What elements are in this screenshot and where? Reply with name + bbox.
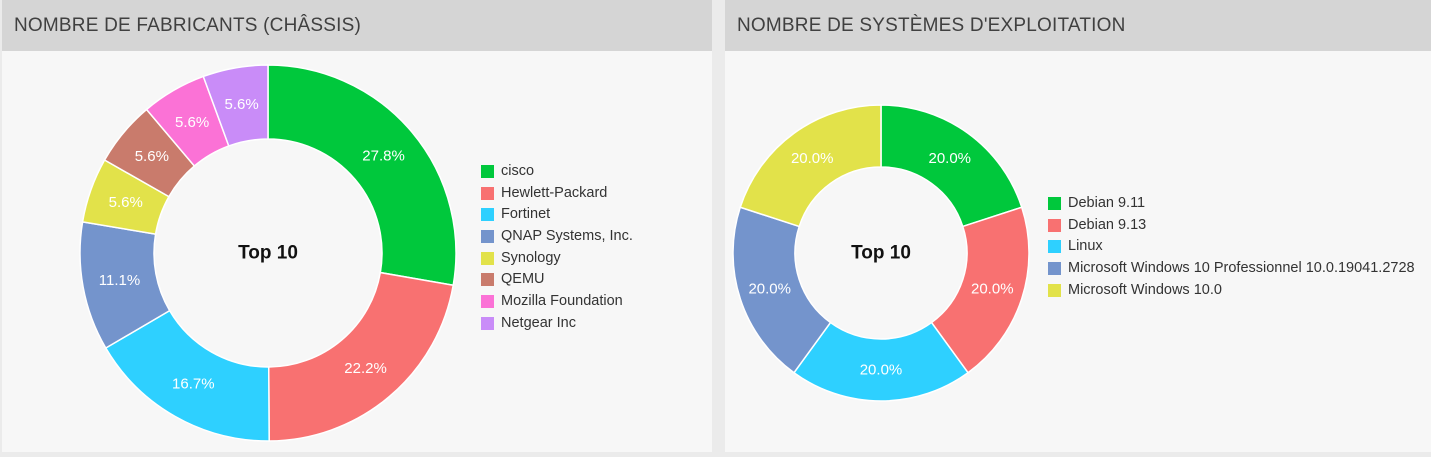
slice-linux[interactable] [792,321,970,402]
legend-item-fortinet[interactable]: Fortinet [481,204,633,226]
slice-microsoft-windows-10-professionnel-10-0-19041-2728[interactable] [732,206,832,374]
slice-value-label: 22.2% [344,360,387,377]
legend-label: Microsoft Windows 10 Professionnel 10.0.… [1068,260,1415,277]
slice-debian-9-13[interactable] [930,206,1030,374]
legend-label: Linux [1068,238,1103,255]
manufacturers-donut-chart: 27.8% 22.2% 16.7% 11.1% 5.6% 5.6% 5.6% 5.6% Top … [79,64,457,442]
legend-swatch [481,165,494,178]
slice-hewlett-packard[interactable] [267,271,455,442]
legend-swatch [481,230,494,244]
legend-label: Synology [501,249,561,266]
legend-item-mozilla-foundation[interactable]: Mozilla Foundation [481,291,633,313]
slice-value-label: 5.6% [225,96,259,113]
legend-label: Microsoft Windows 10.0 [1068,281,1222,298]
manufacturers-legend: cisco Hewlett-Packard Fortinet QNAP Systems… [481,161,633,335]
legend-label: Debian 9.13 [1068,216,1147,233]
legend-label: Mozilla Foundation [501,293,623,310]
legend-label: Fortinet [501,206,551,223]
legend-item-netgear-inc[interactable]: Netgear Inc [481,313,633,335]
slice-value-label: 20.0% [928,150,971,167]
legend-item-linux[interactable]: Linux [1048,236,1415,258]
slice-value-label: 20.0% [860,362,903,379]
legend-item-qnap-systems-inc[interactable]: QNAP Systems, Inc. [481,226,633,248]
slice-microsoft-windows-10-0[interactable] [739,104,882,228]
legend-swatch [481,295,494,309]
slice-value-label: 27.8% [362,147,405,164]
panel-title: NOMBRE DE FABRICANTS (CHÂSSIS) [14,15,361,36]
legend-item-hewlett-packard[interactable]: Hewlett-Packard [481,183,633,205]
slice-debian-9-11[interactable] [880,104,1023,228]
legend-swatch [1048,240,1061,254]
slice-value-label: 11.1% [99,272,140,289]
legend-item-debian-9-13[interactable]: Debian 9.13 [1048,215,1415,237]
legend-label: Hewlett-Packard [501,184,608,201]
slice-value-label: 5.6% [175,114,209,131]
legend-swatch [1048,283,1061,297]
slice-value-label: 20.0% [748,281,791,298]
slice-value-label: 20.0% [791,150,834,167]
legend-label: Debian 9.11 [1068,195,1146,211]
panel-title: NOMBRE DE SYSTÈMES D'EXPLOITATION [737,15,1126,36]
legend-swatch [481,251,494,265]
legend-item-cisco[interactable]: cisco [481,161,633,183]
legend-label: cisco [501,163,535,179]
slice-value-label: 16.7% [172,376,215,393]
slice-value-label: 20.0% [971,281,1014,298]
legend-label: QNAP Systems, Inc. [501,228,633,245]
legend-swatch [481,273,494,287]
center-label: Top 10 [851,243,911,264]
operating-systems-donut-chart: 20.0% 20.0% 20.0% 20.0% 20.0% Top 10 [732,104,1030,402]
operating-systems-panel: NOMBRE DE SYSTÈMES D'EXPLOITATION 20.0% 2… [725,0,1431,452]
legend-label: Netgear Inc [501,314,576,331]
slice-value-label: 5.6% [109,194,143,211]
operating-systems-legend: Debian 9.11 Debian 9.13 Linux Microsoft Win… [1048,193,1415,301]
slice-cisco[interactable] [267,64,457,287]
legend-swatch [481,186,494,200]
slice-value-label: 5.6% [135,148,169,165]
legend-item-qemu[interactable]: QEMU [481,269,633,291]
legend-item-microsoft-windows-10-professionnel-10-0-19041-2728[interactable]: Microsoft Windows 10 Professionnel 10.0.… [1048,258,1415,280]
legend-swatch [481,208,494,222]
legend-swatch [1048,262,1061,276]
legend-label: QEMU [501,271,545,288]
legend-swatch [1048,218,1061,232]
panel-header: NOMBRE DE SYSTÈMES D'EXPLOITATION [725,0,1431,51]
legend-item-microsoft-windows-10-0[interactable]: Microsoft Windows 10.0 [1048,280,1415,302]
center-label: Top 10 [238,243,298,264]
legend-item-synology[interactable]: Synology [481,248,633,270]
legend-item-debian-9-11[interactable]: Debian 9.11 [1048,193,1415,215]
legend-swatch [1048,197,1061,210]
slice-netgear-inc[interactable] [202,64,269,147]
panel-header: NOMBRE DE FABRICANTS (CHÂSSIS) [2,0,712,51]
legend-swatch [481,316,494,330]
manufacturers-panel: NOMBRE DE FABRICANTS (CHÂSSIS) 27.8% 22.2… [2,0,712,452]
